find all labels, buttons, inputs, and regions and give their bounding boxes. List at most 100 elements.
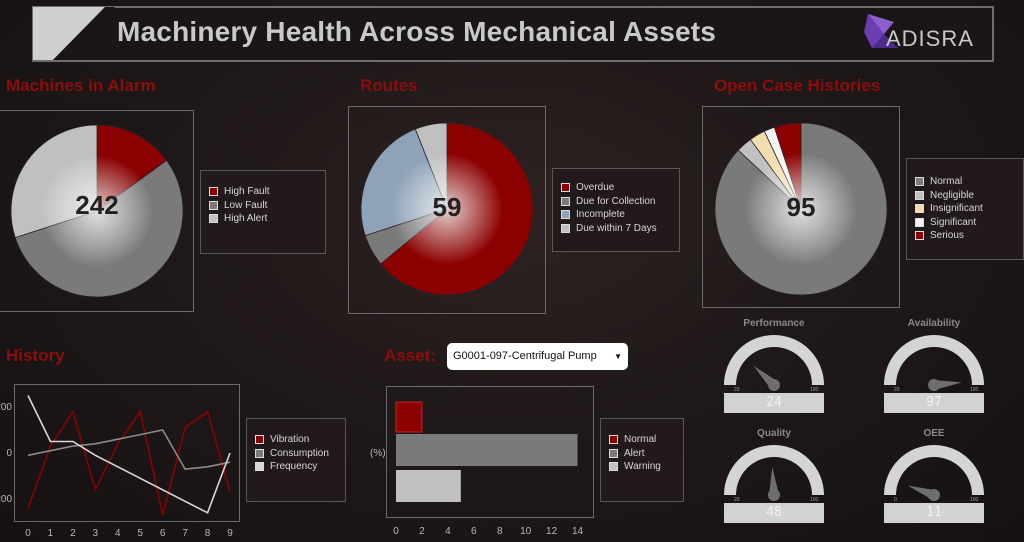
gauge-needle-hub [768, 379, 780, 391]
asset-chart-panel [386, 386, 594, 518]
legend-swatch [915, 231, 924, 241]
legend-label: High Fault [224, 186, 270, 198]
x-tick-label: 2 [70, 528, 76, 539]
legend-item-vibration: Vibration [255, 433, 337, 447]
gauge-dial: 0 100 [884, 445, 984, 503]
legend-item-high-fault: High Fault [209, 185, 317, 199]
legend-swatch [209, 187, 218, 197]
legend-label: Frequency [270, 461, 318, 473]
gauge-dial: 20 100 [724, 445, 824, 503]
gauge-value: 48 [724, 503, 824, 523]
legend-label: Consumption [270, 447, 329, 459]
gauge-max-label: 100 [810, 387, 819, 393]
legend-label: Overdue [576, 182, 615, 194]
header-banner [32, 6, 994, 62]
legend-label: Insignificant [930, 203, 983, 215]
legend-item-alert: Alert [609, 447, 675, 461]
x-tick-label: 6 [471, 526, 477, 537]
donut-center-highlight [745, 153, 857, 265]
legend-label: Incomplete [576, 209, 625, 221]
gauge-availability: Availability 20 100 97 [882, 318, 986, 413]
gauge-min-label: 20 [734, 387, 740, 393]
legend-label: Negligible [930, 189, 974, 201]
asset-title: Asset: [384, 346, 436, 365]
asset-select[interactable]: G0001-097-Centrifugal Pump ▼ [447, 343, 628, 370]
legend-label: Serious [930, 230, 964, 242]
x-tick-label: 10 [520, 526, 532, 537]
legend-item-due-within-7-days: Due within 7 Days [561, 222, 671, 236]
x-tick-label: 1 [48, 528, 54, 539]
legend-swatch [561, 210, 570, 220]
legend-label: Vibration [270, 434, 310, 446]
open-case-histories-donut [714, 122, 888, 296]
page-title: Machinery Health Across Mechanical Asset… [117, 16, 717, 47]
asset-legend: Normal Alert Warning [600, 418, 684, 502]
gauge-max-label: 100 [970, 497, 979, 503]
adisra-logo-icon [864, 14, 898, 48]
gauge-arc [724, 335, 824, 385]
y-tick-label: -200 [0, 494, 12, 505]
gauge-min-label: 0 [894, 497, 897, 503]
legend-swatch [609, 448, 618, 458]
y-tick-label: 200 [0, 402, 12, 413]
legend-item-normal: Normal [915, 175, 1015, 189]
y-tick-label: 0 [6, 448, 12, 459]
machines-in-alarm-panel [0, 110, 194, 312]
gauge-needle [933, 380, 962, 390]
gauge-value: 24 [724, 393, 824, 413]
open-case-histories-legend: Normal Negligible Insignificant Signific… [906, 158, 1024, 260]
bar-alert [396, 434, 578, 466]
bar-warning [396, 470, 461, 502]
legend-swatch [915, 190, 924, 200]
chevron-down-icon: ▼ [614, 352, 622, 361]
x-tick-label: 5 [137, 528, 143, 539]
open-case-histories-panel [702, 106, 900, 308]
gauge-dial: 20 100 [724, 335, 824, 393]
x-tick-label: 0 [393, 526, 399, 537]
legend-swatch [209, 214, 218, 224]
series-line-consumption [27, 429, 231, 470]
x-tick-label: 3 [93, 528, 99, 539]
donut-center-highlight [41, 155, 153, 267]
legend-item-high-alert: High Alert [209, 212, 317, 226]
history-line-chart: 200 0 -200 0 1 2 3 4 5 6 7 8 9 [0, 395, 233, 539]
banner-stripe-decoration [33, 7, 115, 60]
x-tick-label: 4 [445, 526, 451, 537]
open-case-histories-title: Open Case Histories [714, 76, 881, 95]
machines-in-alarm-donut [10, 124, 184, 298]
gauge-label: OEE [923, 428, 945, 439]
gauge-min-label: 20 [894, 387, 900, 393]
x-tick-label: 4 [115, 528, 121, 539]
asset-bar-chart: (%) 0 2 4 6 8 10 12 14 [370, 401, 584, 537]
history-chart-panel [14, 384, 240, 522]
gauge-min-label: 20 [734, 497, 740, 503]
routes-legend: Overdue Due for Collection Incomplete Du… [552, 168, 680, 252]
x-tick-label: 12 [546, 526, 558, 537]
legend-item-due-for-collection: Due for Collection [561, 195, 671, 209]
gauge-arc [884, 335, 984, 385]
gauge-label: Availability [907, 318, 961, 329]
legend-item-serious: Serious [915, 229, 1015, 243]
legend-swatch [915, 177, 924, 187]
legend-swatch [915, 204, 924, 214]
legend-item-normal: Normal [609, 433, 675, 447]
routes-center-value: 59 [432, 192, 462, 222]
legend-item-consumption: Consumption [255, 447, 337, 461]
legend-label: Due within 7 Days [576, 222, 657, 234]
legend-item-warning: Warning [609, 460, 675, 474]
asset-select-value: G0001-097-Centrifugal Pump [453, 350, 597, 362]
legend-item-incomplete: Incomplete [561, 208, 671, 222]
legend-label: Significant [930, 216, 977, 228]
gauge-label: Performance [743, 318, 805, 329]
legend-swatch [561, 196, 570, 206]
legend-swatch [609, 462, 618, 472]
open-case-histories-center-value: 95 [786, 192, 816, 222]
x-tick-label: 6 [160, 528, 166, 539]
donut-center-highlight [391, 153, 503, 265]
legend-item-negligible: Negligible [915, 189, 1015, 203]
x-tick-label: 8 [497, 526, 503, 537]
gauge-performance: Performance 20 100 24 [722, 318, 826, 413]
series-line-frequency [27, 395, 231, 514]
gauge-max-label: 100 [970, 387, 979, 393]
x-tick-label: 7 [182, 528, 188, 539]
